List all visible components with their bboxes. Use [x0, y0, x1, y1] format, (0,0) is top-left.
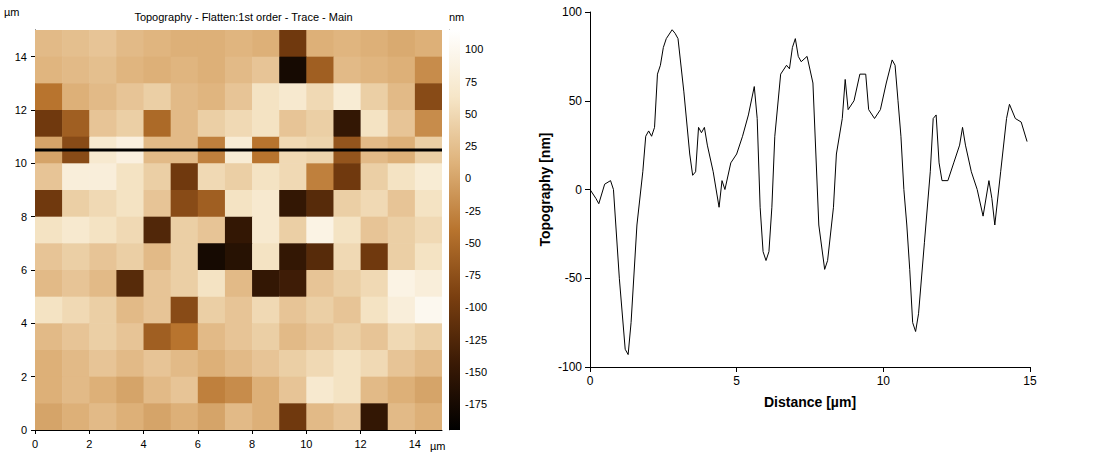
svg-text:-50: -50 [565, 271, 583, 285]
svg-text:2: 2 [86, 438, 92, 450]
svg-text:-100: -100 [558, 360, 582, 374]
svg-text:100: 100 [465, 43, 483, 55]
svg-text:0: 0 [575, 183, 582, 197]
svg-text:4: 4 [21, 317, 27, 329]
svg-text:12: 12 [354, 438, 366, 450]
svg-text:100: 100 [562, 5, 582, 19]
svg-text:50: 50 [465, 108, 477, 120]
svg-text:10: 10 [300, 438, 312, 450]
svg-text:Distance [µm]: Distance [µm] [764, 394, 856, 410]
svg-text:Topography - Flatten:1st order: Topography - Flatten:1st order - Trace -… [134, 11, 352, 23]
svg-text:8: 8 [21, 211, 27, 223]
svg-text:-25: -25 [465, 205, 481, 217]
svg-text:6: 6 [21, 264, 27, 276]
svg-text:-150: -150 [465, 366, 487, 378]
svg-text:10: 10 [877, 374, 891, 388]
svg-text:25: 25 [465, 140, 477, 152]
svg-text:0: 0 [21, 424, 27, 436]
svg-text:nm: nm [449, 11, 464, 23]
svg-text:-175: -175 [465, 398, 487, 410]
svg-text:8: 8 [249, 438, 255, 450]
svg-text:15: 15 [1023, 374, 1037, 388]
svg-text:50: 50 [569, 94, 583, 108]
svg-text:4: 4 [140, 438, 146, 450]
svg-text:5: 5 [733, 374, 740, 388]
svg-text:Topography [nm]: Topography [nm] [537, 132, 553, 246]
svg-text:6: 6 [195, 438, 201, 450]
svg-text:µm: µm [430, 440, 446, 452]
svg-text:-75: -75 [465, 269, 481, 281]
svg-text:75: 75 [465, 76, 477, 88]
svg-text:12: 12 [15, 104, 27, 116]
svg-text:10: 10 [15, 157, 27, 169]
svg-text:2: 2 [21, 371, 27, 383]
svg-text:µm: µm [4, 6, 20, 18]
svg-text:14: 14 [409, 438, 421, 450]
svg-text:-125: -125 [465, 334, 487, 346]
svg-text:0: 0 [32, 438, 38, 450]
svg-text:0: 0 [465, 172, 471, 184]
svg-text:-50: -50 [465, 237, 481, 249]
svg-text:-100: -100 [465, 301, 487, 313]
svg-text:0: 0 [587, 374, 594, 388]
svg-text:14: 14 [15, 51, 27, 63]
